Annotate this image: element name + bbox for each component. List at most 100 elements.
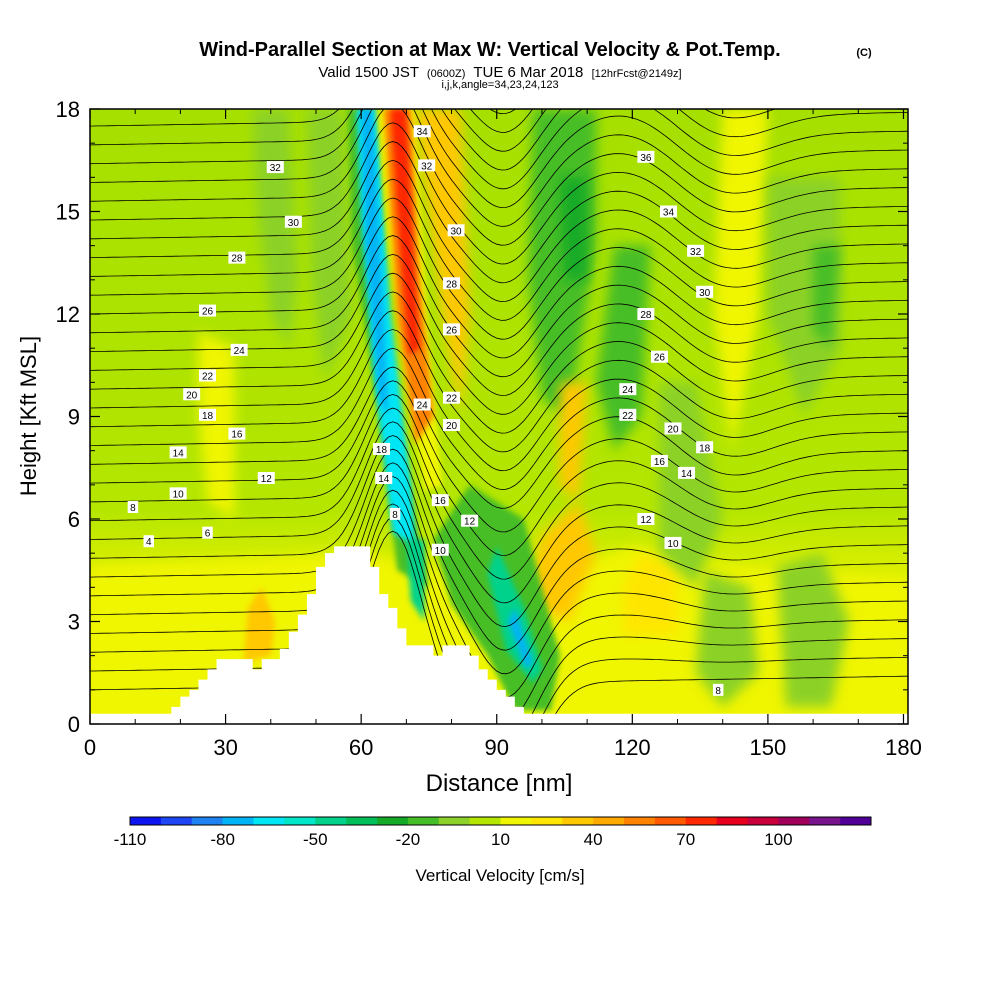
contour-label-bg [375,472,393,484]
contour-label: 20 [186,390,198,401]
colorbar-tick-label: -110 [114,830,147,849]
velocity-patch-yellow-2 [623,553,678,636]
colorbar-swatch [747,817,779,825]
isentrope [90,216,908,359]
subtitle-forecast: [12hrFcst@2149z] [592,68,682,80]
x-tick-label: 150 [750,735,787,760]
y-tick-label: 3 [68,610,80,635]
contour-labels: 8 4 6 10 14 12 16 18 20 22 24 26 28 30 32 34 32 30 28 26 22 2… [127,125,724,697]
contour-label-bg [266,161,284,174]
contour-label-bg [413,398,431,411]
contour-label: 34 [417,127,429,138]
isentrope [90,272,908,415]
chart-subtitle-indices: i,j,k,angle=34,23,24,123 [441,79,558,91]
contour-label-bg [418,159,436,172]
x-tick-label: 120 [614,735,651,760]
velocity-patch-green-10 [695,570,759,707]
isentrope [90,122,908,265]
velocity-patch-orange-3 [560,382,588,502]
isentrope [90,109,908,246]
isentrope [90,253,908,396]
contour-label-bg [712,683,724,696]
contour-label-bg [199,408,217,421]
contour-label: 14 [378,474,390,485]
contour-label-bg [228,427,246,440]
colorbar-swatch [130,817,162,825]
contour-label-bg [202,526,213,539]
colorbar-swatch [160,817,193,825]
contour-label: 10 [173,489,185,500]
isentrope [90,421,908,604]
contour-label-bg [678,466,696,479]
colorbar-tick-label: 10 [491,830,510,849]
colorbar-tick-label: 40 [584,830,603,849]
contour-label: 30 [451,226,463,237]
isentrope [90,366,908,509]
colorbar-swatch [346,817,378,825]
contour-label-bg [619,408,637,421]
contour-label-bg [183,388,201,401]
colorbar-swatch [562,817,594,825]
velocity-patch-yellow-4 [713,109,768,451]
y-tick-label: 6 [68,507,80,532]
colorbar-swatch [809,817,841,825]
contour-label-bg [443,391,461,404]
contour-label-bg [389,507,401,520]
colorbar-tick-label: 70 [676,830,695,849]
contour-label: 6 [205,529,211,540]
contour-label-bg [637,308,655,320]
isentrope [90,197,908,340]
contour-label-bg [413,125,431,138]
contour-label-bg [687,244,705,257]
colorbar-swatch [778,817,810,825]
colorbar-swatch [284,817,316,825]
contour-label-bg [659,205,677,218]
velocity-patch-green-1 [252,109,298,349]
subtitle-valid: Valid 1500 JST [318,64,418,81]
y-tick-label: 15 [56,200,80,225]
contour-label: 24 [622,385,634,396]
contour-label: 8 [715,686,721,697]
isentrope [90,291,908,434]
contour-label: 18 [699,443,711,454]
contour-label-bg [696,285,714,298]
contour-label: 16 [435,496,447,507]
isentrope [90,109,908,171]
colorbar-swatch [438,817,470,825]
velocity-patch-blue [361,109,389,417]
contour-label: 30 [699,288,711,299]
velocity-patch-green-9 [776,553,850,707]
contour-label: 20 [667,424,679,435]
velocity-patch-teal-crest [406,539,425,622]
contour-label-bg [284,215,302,228]
contour-label: 36 [640,153,652,164]
contour-label: 34 [663,208,675,219]
colorbar-swatch [407,817,440,825]
contour-label: 8 [392,510,398,521]
colorbar-swatch [191,817,223,825]
contour-label-bg [169,487,187,500]
colorbar-tick-labels: -110 -80 -50 -20 10 40 70 100 [114,830,793,849]
colorbar-swatch [654,817,687,825]
contour-label: 28 [446,279,458,290]
isentrope [454,109,777,152]
isentrope [90,109,908,209]
contour-label: 26 [446,325,458,336]
isentrope [90,178,908,321]
contour-label: 24 [417,401,429,412]
contour-label-bg [447,224,465,237]
colorbar-swatch [593,817,625,825]
contour-label-bg [199,369,217,382]
contour-label-bg [619,383,637,396]
contour-label: 22 [622,411,634,422]
terrain [90,546,908,724]
contour-label: 8 [130,503,136,514]
isentrope [90,109,908,227]
velocity-patch-red [390,109,420,355]
isentrope [90,109,908,190]
contour-label-bg [637,513,655,525]
colorbar-label: Vertical Velocity [cm/s] [415,866,584,885]
x-tick-label: 30 [213,735,237,760]
